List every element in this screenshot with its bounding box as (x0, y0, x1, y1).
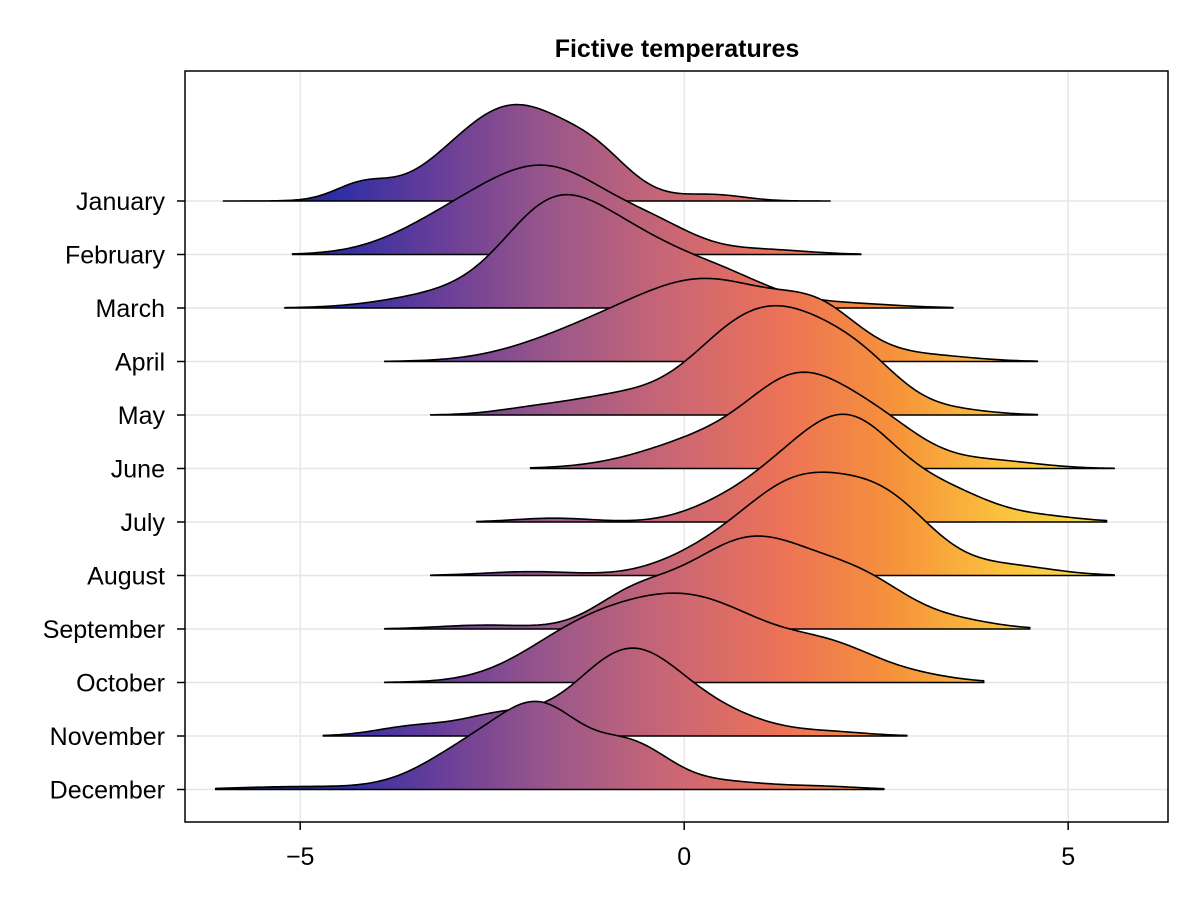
y-tick-label: April (115, 349, 165, 377)
y-axis: January February March April May June July Augu… (43, 188, 185, 805)
y-tick-label: August (87, 563, 165, 591)
ridge-september (383, 535, 1031, 630)
x-tick-label: 0 (677, 843, 691, 871)
y-tick-label: July (121, 509, 166, 537)
chart-title: Fictive temperatures (555, 35, 800, 63)
x-tick-label: 5 (1061, 843, 1075, 871)
y-tick-label: February (65, 242, 166, 270)
y-tick-label: October (76, 670, 165, 698)
x-tick-label: −5 (286, 843, 315, 871)
ridge-november (322, 647, 908, 737)
ridge-january (222, 103, 831, 202)
ridge-august (429, 471, 1116, 577)
y-tick-label: September (43, 616, 165, 644)
y-tick-label: June (111, 456, 165, 484)
y-tick-label: December (50, 777, 165, 805)
ridge-may (429, 304, 1039, 416)
y-tick-label: March (96, 295, 165, 323)
ridge-april (383, 277, 1039, 363)
axis-frame (184, 70, 1169, 823)
ridge-march (284, 193, 954, 309)
ridge-december (214, 700, 885, 791)
ridges (214, 103, 1116, 791)
y-tick-label: January (76, 188, 165, 216)
y-tick-label: November (50, 723, 165, 751)
ridge-october (383, 592, 985, 684)
y-tick-label: May (118, 402, 166, 430)
ridge-july (476, 413, 1108, 523)
x-axis: −5 0 5 (286, 822, 1075, 871)
